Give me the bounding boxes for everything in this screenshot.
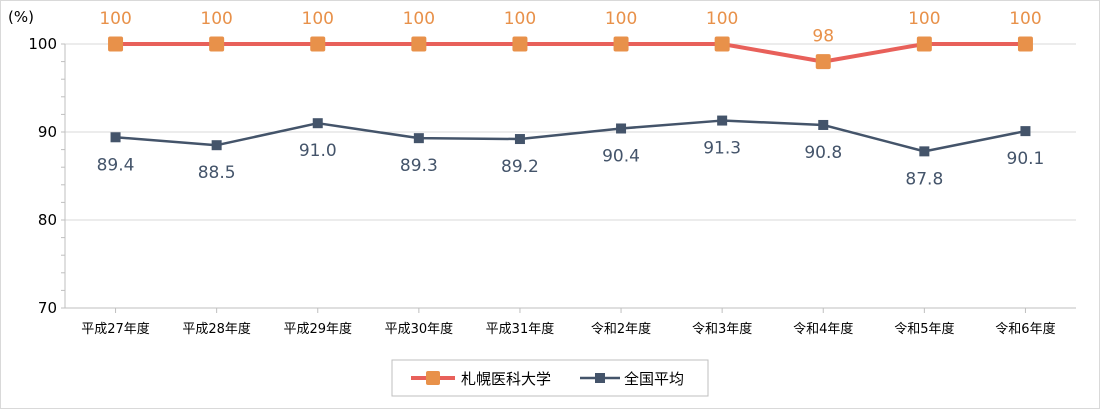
- marker-national: [211, 140, 222, 151]
- data-label-sapporo: 100: [908, 9, 940, 29]
- data-label-sapporo: 100: [706, 9, 738, 29]
- marker-national: [312, 118, 323, 129]
- data-label-sapporo: 100: [504, 9, 536, 29]
- marker-national: [616, 123, 627, 134]
- marker-national: [413, 133, 424, 144]
- axes: [61, 43, 1076, 313]
- y-tick-label: 70: [38, 299, 57, 317]
- data-label-national: 88.5: [198, 163, 236, 183]
- data-label-sapporo: 100: [302, 9, 334, 29]
- marker-national: [1020, 126, 1031, 137]
- x-tick-label: 令和4年度: [793, 321, 853, 337]
- x-tick-label: 平成31年度: [486, 321, 555, 337]
- data-label-sapporo: 100: [1009, 9, 1041, 29]
- marker-sapporo: [613, 36, 629, 52]
- y-tick-labels: 70 80 90 100: [28, 35, 57, 317]
- marker-sapporo: [209, 36, 225, 52]
- data-label-sapporo: 100: [403, 9, 435, 29]
- marker-national: [514, 134, 525, 145]
- legend: 札幌医科大学 全国平均: [391, 359, 709, 397]
- data-label-national: 90.4: [602, 146, 640, 166]
- data-label-national: 91.0: [299, 141, 337, 161]
- marker-sapporo: [512, 36, 528, 52]
- x-tick-label: 平成28年度: [182, 321, 251, 337]
- y-unit-label: (%): [8, 8, 34, 26]
- data-label-national: 90.1: [1007, 149, 1045, 169]
- data-label-sapporo: 100: [99, 9, 131, 29]
- legend-marker-national: [595, 373, 605, 383]
- marker-sapporo: [714, 36, 730, 52]
- marker-national: [818, 119, 829, 130]
- data-label-national: 89.3: [400, 156, 438, 176]
- data-label-national: 91.3: [703, 139, 741, 159]
- marker-sapporo: [310, 36, 326, 52]
- marker-national: [717, 115, 728, 126]
- legend-label-national: 全国平均: [624, 370, 684, 388]
- x-tick-label: 令和2年度: [591, 321, 651, 337]
- x-tick-label: 平成29年度: [283, 321, 352, 337]
- data-label-national: 87.8: [905, 169, 943, 189]
- x-tick-label: 令和6年度: [995, 321, 1055, 337]
- legend-marker-sapporo: [426, 371, 440, 385]
- y-tick-label: 90: [38, 123, 57, 141]
- series-line-national: [115, 119, 1026, 153]
- series-line-sapporo: [115, 42, 1026, 64]
- marker-national: [110, 132, 121, 143]
- x-tick-label: 平成30年度: [385, 321, 454, 337]
- series-group: [108, 36, 1033, 157]
- marker-sapporo: [916, 36, 932, 52]
- data-label-national: 89.4: [97, 155, 135, 175]
- y-tick-label: 80: [38, 211, 57, 229]
- marker-sapporo: [1017, 36, 1033, 52]
- data-label-national: 90.8: [804, 143, 842, 163]
- data-label-national: 89.2: [501, 157, 539, 177]
- x-tick-label: 令和5年度: [894, 321, 954, 337]
- y-tick-label: 100: [28, 35, 57, 53]
- data-label-sapporo: 98: [812, 27, 834, 47]
- marker-sapporo: [411, 36, 427, 52]
- legend-label-sapporo: 札幌医科大学: [461, 370, 551, 388]
- marker-sapporo: [815, 54, 831, 70]
- data-label-sapporo: 100: [200, 9, 232, 29]
- marker-national: [919, 146, 930, 157]
- x-tick-label: 平成27年度: [81, 321, 150, 337]
- data-labels: 100 100 100 100 100 100 100 98 100 100 89.4 88.5 91.…: [97, 9, 1045, 189]
- data-label-sapporo: 100: [605, 9, 637, 29]
- x-tick-label: 令和3年度: [692, 321, 752, 337]
- marker-sapporo: [108, 36, 124, 52]
- x-tick-labels: 平成27年度 平成28年度 平成29年度 平成30年度 平成31年度 令和2年度 令和3年度…: [81, 321, 1055, 337]
